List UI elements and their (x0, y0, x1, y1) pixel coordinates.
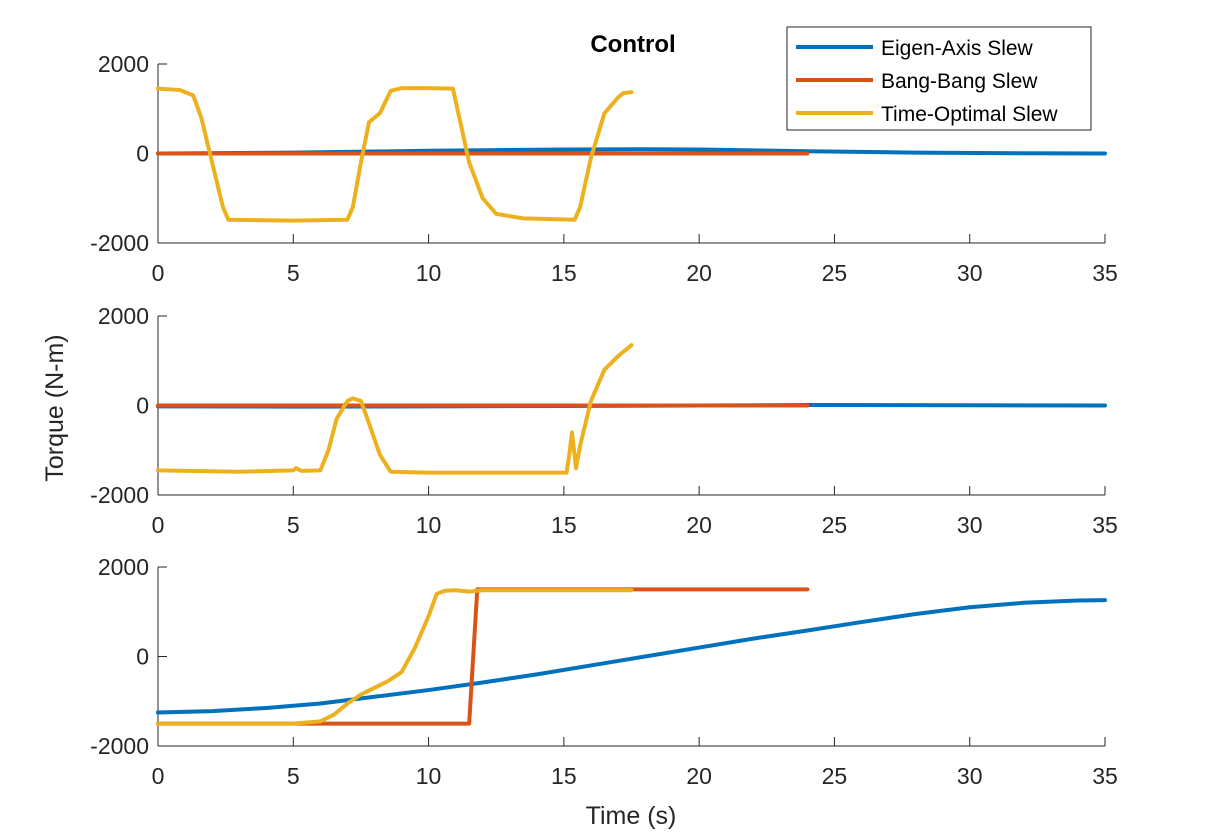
x-tick-label: 30 (957, 512, 983, 538)
x-tick-label: 25 (822, 260, 848, 286)
y-tick-label: 0 (136, 644, 149, 670)
x-tick-label: 20 (686, 763, 712, 789)
y-tick-label: 2000 (98, 554, 149, 580)
x-tick-label: 5 (287, 763, 300, 789)
x-tick-label: 15 (551, 512, 577, 538)
series-line-time-optimal-slew-panel-3 (156, 588, 634, 726)
x-axis-label: Time (s) (586, 802, 677, 830)
series-line-eigen-axis-slew-panel-3 (156, 598, 1107, 715)
x-tick-label: 0 (152, 512, 165, 538)
x-tick-label: 35 (1092, 260, 1118, 286)
legend: Eigen-Axis Slew Bang-Bang Slew Time-Opti… (786, 26, 1092, 131)
x-tick-label: 25 (822, 763, 848, 789)
x-tick-label: 30 (957, 763, 983, 789)
x-tick-label: 15 (551, 763, 577, 789)
x-tick-label: 10 (416, 763, 442, 789)
x-tick-label: 35 (1092, 763, 1118, 789)
y-tick-label: -2000 (90, 482, 149, 508)
legend-label-bang-bang: Bang-Bang Slew (881, 70, 1038, 93)
x-tick-label: 10 (416, 512, 442, 538)
x-tick-label: 25 (822, 512, 848, 538)
legend-label-eigen-axis: Eigen-Axis Slew (881, 37, 1034, 60)
y-tick-label: 0 (136, 393, 149, 419)
y-tick-label: 2000 (98, 303, 149, 329)
x-tick-label: 20 (686, 260, 712, 286)
series-line-time-optimal-slew-panel-1 (156, 86, 634, 223)
chart-title: Control (590, 31, 675, 58)
y-axis-label: Torque (N-m) (41, 334, 69, 481)
x-tick-label: 0 (152, 763, 165, 789)
y-tick-label: 0 (136, 141, 149, 167)
y-tick-label: -2000 (90, 230, 149, 256)
x-tick-label: 0 (152, 260, 165, 286)
x-tick-label: 20 (686, 512, 712, 538)
x-tick-label: 15 (551, 260, 577, 286)
y-tick-label: 2000 (98, 51, 149, 77)
x-tick-label: 5 (287, 512, 300, 538)
legend-label-time-optimal: Time-Optimal Slew (881, 103, 1058, 126)
x-tick-label: 35 (1092, 512, 1118, 538)
series-line-time-optimal-slew-panel-2 (156, 343, 634, 475)
x-tick-label: 10 (416, 260, 442, 286)
x-tick-label: 5 (287, 260, 300, 286)
x-tick-label: 30 (957, 260, 983, 286)
y-tick-label: -2000 (90, 733, 149, 759)
